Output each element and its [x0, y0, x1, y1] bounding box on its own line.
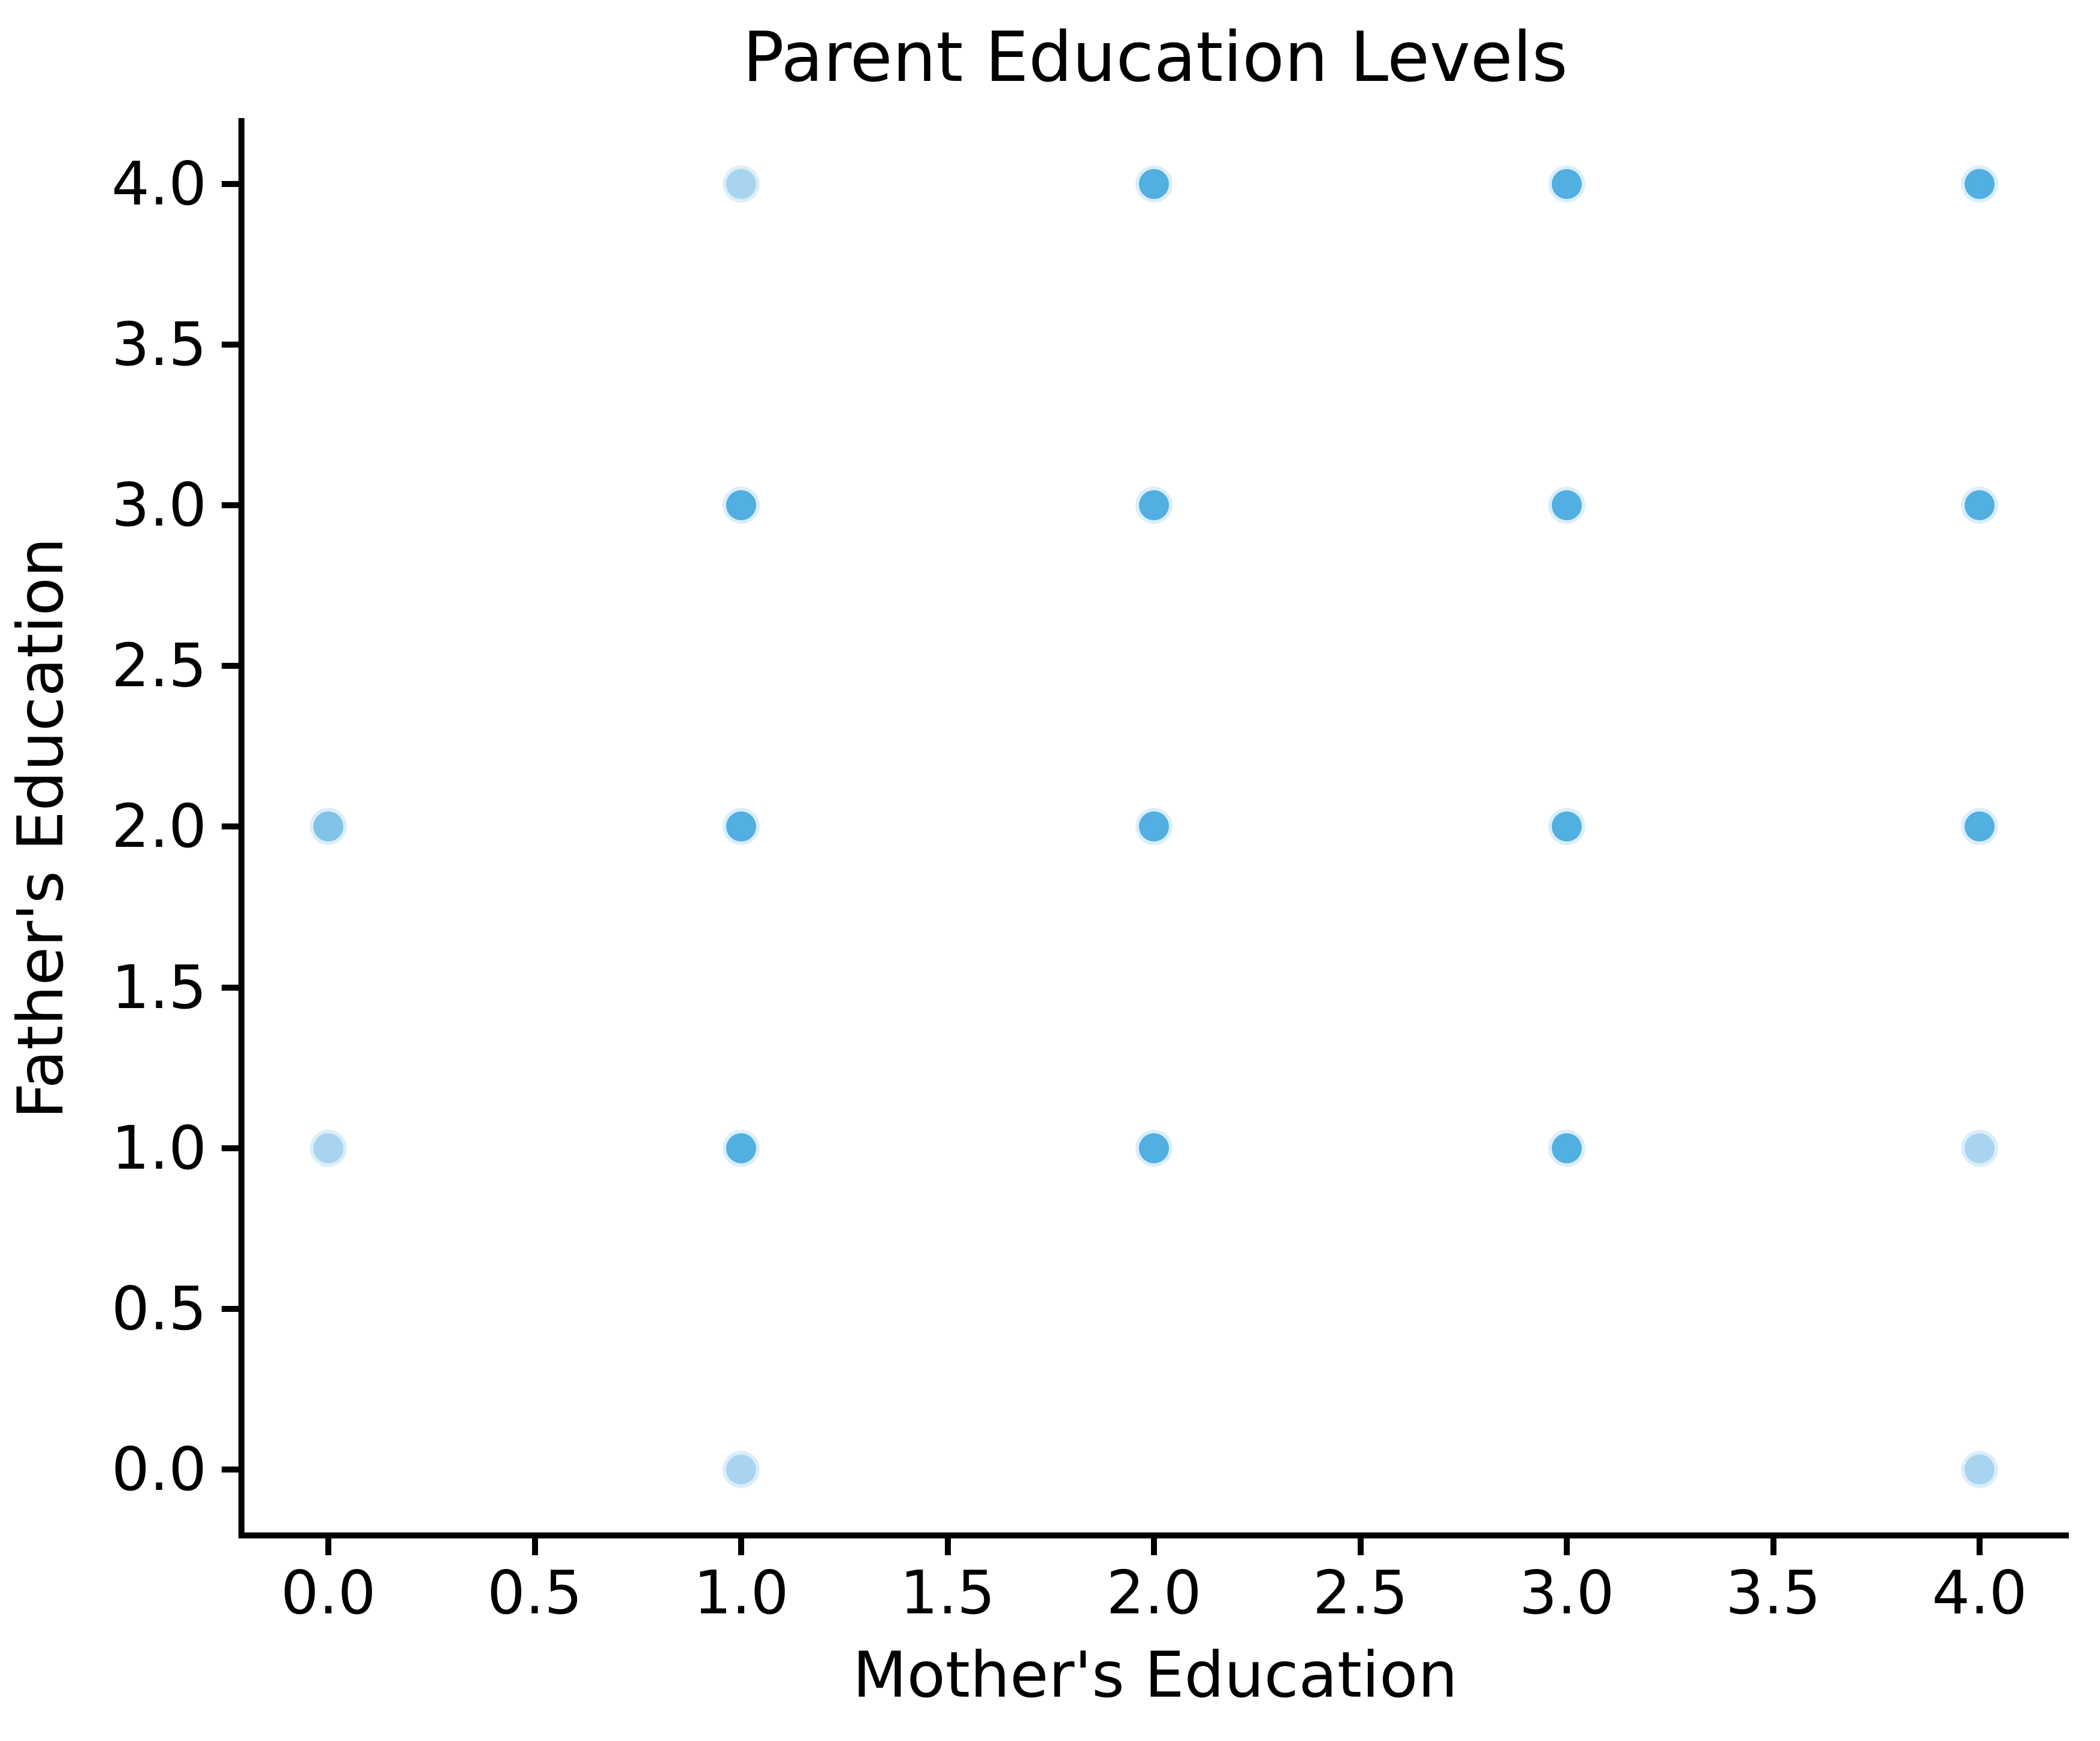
y-tick-mark	[222, 341, 238, 348]
scatter-point	[1552, 490, 1582, 521]
y-tick-label: 3.0	[111, 470, 207, 541]
y-axis-spine	[238, 118, 244, 1538]
scatter-point	[1139, 490, 1169, 521]
y-tick-mark	[222, 1467, 238, 1473]
y-tick-mark	[222, 823, 238, 830]
y-tick-mark	[222, 984, 238, 991]
x-tick-label: 1.5	[899, 1558, 996, 1628]
x-tick-mark	[1564, 1538, 1570, 1555]
y-tick-mark	[222, 180, 238, 187]
y-tick-label: 4.0	[111, 148, 207, 219]
scatter-point	[1139, 168, 1169, 199]
scatter-point	[726, 168, 756, 199]
x-tick-mark	[1151, 1538, 1157, 1555]
x-tick-mark	[325, 1538, 331, 1555]
y-tick-label: 1.0	[111, 1112, 207, 1183]
x-tick-mark	[738, 1538, 744, 1555]
y-tick-label: 1.5	[111, 952, 207, 1022]
x-tick-label: 3.5	[1725, 1558, 1821, 1628]
scatter-point	[726, 1455, 756, 1484]
x-axis-spine	[238, 1532, 2069, 1538]
scatter-point	[1552, 168, 1582, 199]
scatter-point	[1965, 811, 1995, 842]
x-tick-mark	[1770, 1538, 1776, 1555]
y-tick-label: 0.5	[111, 1273, 207, 1344]
y-tick-mark	[222, 663, 238, 669]
y-tick-mark	[222, 502, 238, 509]
y-tick-label: 2.0	[111, 791, 207, 862]
scatter-point	[1965, 1455, 1995, 1484]
x-axis-label: Mother's Education	[852, 1639, 1458, 1712]
x-tick-label: 0.5	[487, 1558, 583, 1628]
y-tick-label: 3.5	[111, 309, 207, 379]
y-tick-mark	[222, 1145, 238, 1151]
x-tick-label: 0.0	[280, 1558, 376, 1628]
scatter-point	[1552, 1133, 1582, 1163]
y-tick-label: 2.5	[111, 630, 207, 701]
chart-title: Parent Education Levels	[742, 17, 1568, 98]
scatter-point	[1139, 1133, 1169, 1163]
x-tick-label: 3.0	[1519, 1558, 1615, 1628]
scatter-point	[1965, 168, 1995, 199]
x-tick-label: 2.5	[1312, 1558, 1409, 1628]
scatter-point	[313, 811, 343, 842]
scatter-point	[1139, 811, 1169, 842]
scatter-point	[726, 811, 756, 842]
x-tick-label: 4.0	[1932, 1558, 2028, 1628]
y-tick-mark	[222, 1305, 238, 1312]
scatter-point	[1552, 811, 1582, 842]
x-tick-mark	[1977, 1538, 1983, 1555]
y-tick-label: 0.0	[111, 1434, 207, 1504]
x-tick-mark	[944, 1538, 951, 1555]
scatter-point	[313, 1133, 343, 1163]
scatter-point	[726, 490, 756, 521]
x-tick-mark	[1357, 1538, 1364, 1555]
x-tick-label: 2.0	[1106, 1558, 1202, 1628]
scatter-point	[1965, 490, 1995, 521]
x-tick-label: 1.0	[693, 1558, 789, 1628]
scatter-point	[1965, 1133, 1995, 1163]
x-tick-mark	[531, 1538, 538, 1555]
scatter-point	[726, 1133, 756, 1163]
